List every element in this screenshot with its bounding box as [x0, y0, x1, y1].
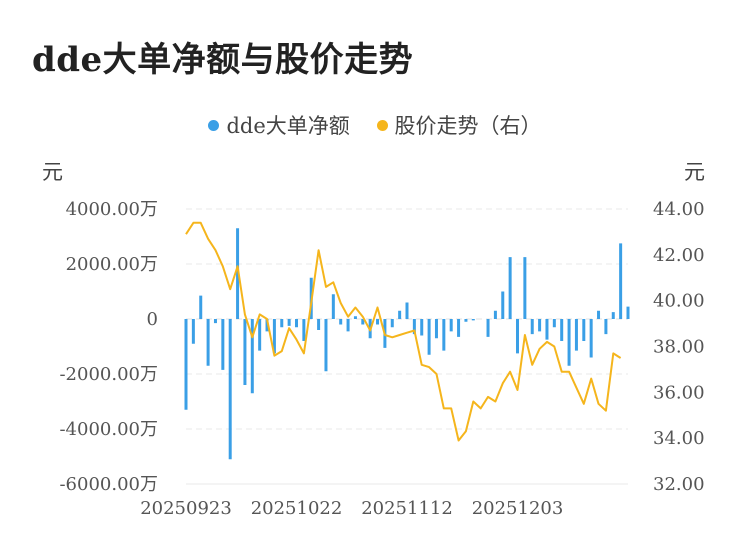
- x-tick-label: 20251022: [251, 498, 343, 519]
- dde-bar: [582, 319, 586, 341]
- dde-bar: [574, 319, 578, 351]
- x-tick-label: 20250923: [140, 498, 232, 519]
- legend-item-dde[interactable]: dde大单净额: [208, 110, 350, 140]
- dde-bar: [545, 319, 549, 340]
- dde-bar: [420, 319, 424, 336]
- dde-bar: [597, 310, 601, 319]
- dde-bar: [589, 319, 593, 358]
- dde-bar: [552, 319, 556, 328]
- dde-bar: [398, 310, 402, 319]
- dde-bar: [611, 312, 615, 319]
- dde-bar: [184, 319, 188, 410]
- dde-bar: [508, 257, 512, 319]
- dde-bar: [353, 316, 357, 319]
- dde-bar: [213, 319, 217, 324]
- right-tick-label: 36.00: [653, 382, 705, 403]
- dde-bar: [412, 319, 416, 335]
- dde-bar: [457, 319, 461, 337]
- dde-bar: [538, 319, 542, 332]
- dde-bar: [516, 319, 519, 354]
- dde-bar: [434, 319, 438, 339]
- right-axis-unit: 元: [684, 160, 705, 184]
- dde-bar: [346, 319, 350, 332]
- dde-bar: [427, 319, 431, 355]
- right-tick-label: 32.00: [653, 474, 705, 495]
- dde-bar: [339, 319, 343, 325]
- dde-bar: [280, 319, 284, 328]
- dde-bar: [324, 319, 328, 372]
- dde-bar: [567, 319, 571, 366]
- dde-bar: [265, 319, 269, 332]
- left-tick-label: -4000.00万: [59, 419, 158, 440]
- dde-bar: [287, 319, 291, 326]
- legend: dde大单净额 股价走势（右）: [0, 110, 750, 140]
- dde-bar: [560, 319, 564, 341]
- x-axis-ticks: 20250923 20251022 20251112 20251203: [140, 498, 563, 519]
- dde-bar: [317, 319, 321, 330]
- legend-label-dde: dde大单净额: [226, 114, 350, 138]
- left-tick-label: -2000.00万: [59, 364, 158, 385]
- dde-bar: [449, 319, 453, 332]
- x-tick-label: 20251112: [361, 498, 453, 519]
- dde-bar: [626, 306, 630, 319]
- bar-series: [184, 228, 630, 460]
- dde-bar: [243, 319, 247, 385]
- dde-bar: [272, 319, 276, 354]
- dde-bar: [604, 319, 608, 335]
- x-tick-label: 20251203: [472, 498, 564, 519]
- dde-bar: [206, 319, 210, 366]
- dde-bar: [530, 319, 534, 335]
- dde-bar: [619, 243, 623, 319]
- dde-bar: [250, 319, 254, 394]
- dde-bar: [331, 294, 335, 319]
- dde-bar: [390, 319, 394, 328]
- right-tick-label: 44.00: [653, 199, 705, 220]
- dde-bar: [228, 319, 232, 460]
- right-tick-label: 42.00: [653, 245, 705, 266]
- dde-bar: [361, 319, 365, 325]
- left-axis-ticks: 4000.00万 2000.00万 0 -2000.00万 -4000.00万 -6000…: [59, 199, 158, 495]
- dde-bar: [258, 319, 262, 351]
- left-tick-label: 2000.00万: [66, 254, 158, 275]
- left-axis-unit: 元: [42, 160, 63, 184]
- dde-bar: [523, 257, 527, 319]
- dde-bar: [191, 319, 195, 344]
- right-tick-label: 40.00: [653, 291, 705, 312]
- dde-bar: [236, 228, 240, 319]
- price-line: [185, 221, 622, 442]
- right-tick-label: 38.00: [653, 337, 705, 358]
- dde-bar: [464, 319, 468, 322]
- dde-bar: [442, 319, 446, 351]
- chart-title: dde大单净额与股价走势: [32, 40, 414, 80]
- left-tick-label: 0: [147, 309, 158, 330]
- legend-dot-price: [376, 119, 388, 131]
- dde-bar: [493, 310, 497, 319]
- left-tick-label: -6000.00万: [59, 474, 158, 495]
- dde-bar: [199, 295, 203, 319]
- dde-bar: [302, 319, 306, 341]
- line-series: [185, 221, 622, 442]
- dde-bar: [221, 319, 225, 370]
- legend-item-price[interactable]: 股价走势（右）: [376, 110, 542, 140]
- right-tick-label: 34.00: [653, 428, 705, 449]
- left-tick-label: 4000.00万: [66, 199, 158, 220]
- dde-bar: [486, 319, 490, 337]
- legend-label-price: 股价走势（右）: [394, 114, 542, 138]
- right-axis-ticks: 44.00 42.00 40.00 38.00 36.00 34.00 32.00: [653, 199, 705, 495]
- dde-bar: [471, 319, 475, 321]
- dde-bar: [376, 319, 380, 325]
- dde-bar: [501, 291, 505, 319]
- legend-dot-dde: [208, 119, 220, 131]
- dde-bar: [405, 302, 409, 319]
- dde-bar: [295, 319, 298, 328]
